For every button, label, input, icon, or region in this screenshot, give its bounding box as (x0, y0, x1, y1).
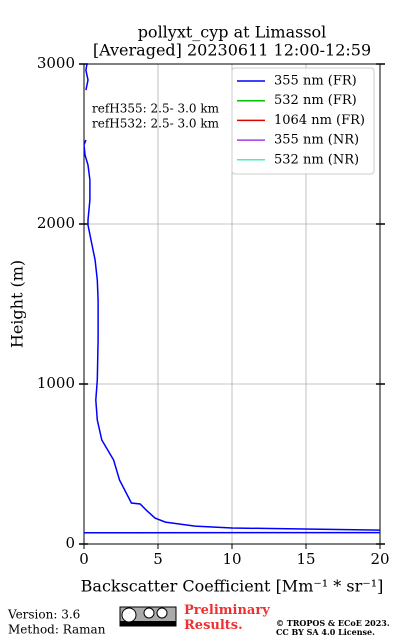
chart-title: pollyxt_cyp at Limassol (138, 23, 327, 42)
legend-label: 355 nm (NR) (274, 133, 359, 148)
status: Preliminary Results. (184, 603, 270, 633)
x-tick-label: 5 (153, 550, 163, 568)
annotation: refH355: 2.5- 3.0 km (92, 102, 220, 116)
legend-label: 532 nm (NR) (274, 152, 359, 167)
x-tick-label: 20 (370, 550, 389, 568)
copyright: © TROPOS & ECoE 2023. (276, 618, 390, 628)
x-tick-label: 10 (222, 550, 241, 568)
y-tick-label: 1000 (37, 374, 75, 392)
x-axis-label: Backscatter Coefficient [Mm⁻¹ * sr⁻¹] (81, 577, 384, 596)
plot-frame (83, 63, 381, 545)
chart-subtitle: [Averaged] 20230611 12:00-12:59 (93, 41, 371, 60)
legend-box (231, 67, 375, 175)
annotation: refH532: 2.5- 3.0 km (92, 117, 220, 131)
legend-label: 532 nm (FR) (274, 93, 357, 108)
cc-logo (119, 606, 177, 627)
license: CC BY SA 4.0 License. (276, 627, 375, 637)
y-tick-label: 0 (65, 534, 75, 552)
legend-label: 1064 nm (FR) (274, 113, 365, 128)
x-tick-label: 0 (79, 550, 89, 568)
y-axis-label: Height (m) (8, 260, 27, 348)
y-tick-label: 3000 (37, 54, 75, 72)
version: Version: 3.6 (7, 608, 80, 622)
profile-line (84, 64, 380, 534)
x-tick-label: 15 (296, 550, 315, 568)
legend-label: 355 nm (FR) (274, 74, 357, 89)
y-tick-label: 2000 (37, 214, 75, 232)
method: Method: Raman (8, 623, 106, 637)
